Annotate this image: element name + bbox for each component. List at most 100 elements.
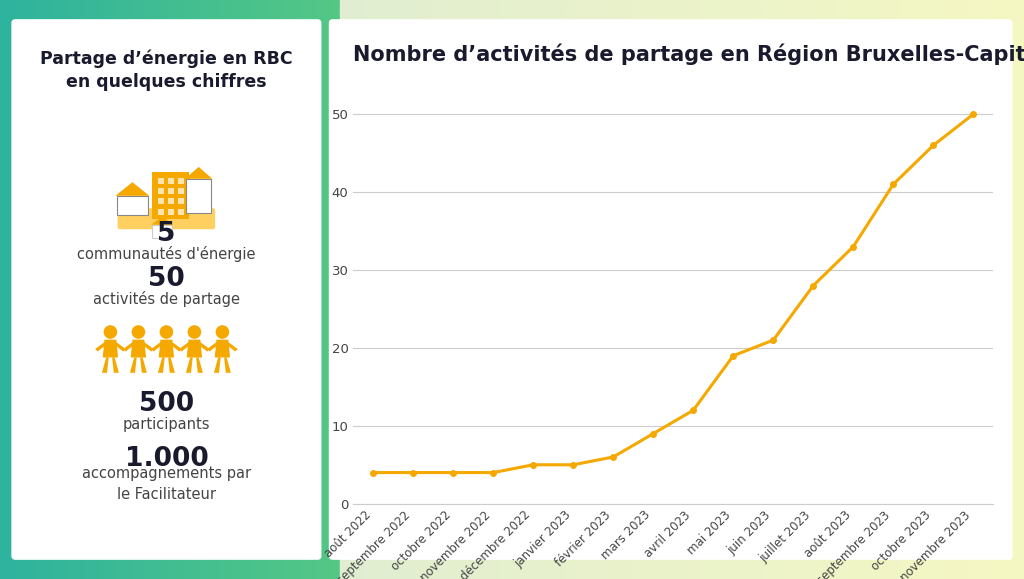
Bar bbox=[773, 0, 775, 579]
Bar bbox=[161, 0, 162, 579]
Bar bbox=[14, 0, 15, 579]
Bar bbox=[427, 0, 429, 579]
Bar bbox=[208, 0, 209, 579]
Polygon shape bbox=[178, 199, 184, 204]
Bar bbox=[745, 0, 749, 579]
Bar bbox=[862, 0, 864, 579]
Text: Partage d’énergie en RBC
en quelques chiffres: Partage d’énergie en RBC en quelques chi… bbox=[40, 49, 293, 91]
Polygon shape bbox=[123, 342, 134, 351]
Bar bbox=[316, 0, 317, 579]
Bar bbox=[152, 0, 153, 579]
Bar bbox=[33, 0, 34, 579]
Bar bbox=[520, 0, 522, 579]
Bar bbox=[174, 0, 176, 579]
Bar bbox=[764, 0, 766, 579]
Bar bbox=[1011, 0, 1013, 579]
Bar bbox=[254, 0, 255, 579]
Bar bbox=[604, 0, 607, 579]
Text: 50: 50 bbox=[148, 266, 184, 292]
Bar bbox=[78, 0, 79, 579]
Bar bbox=[431, 0, 433, 579]
Bar bbox=[30, 0, 31, 579]
Bar bbox=[871, 0, 873, 579]
Bar bbox=[280, 0, 281, 579]
Bar bbox=[310, 0, 311, 579]
Bar bbox=[823, 0, 825, 579]
Bar bbox=[255, 0, 256, 579]
Bar bbox=[203, 0, 204, 579]
Bar bbox=[940, 0, 942, 579]
Bar bbox=[160, 0, 161, 579]
Polygon shape bbox=[158, 199, 164, 204]
Bar bbox=[159, 0, 160, 579]
Bar bbox=[178, 0, 179, 579]
Bar bbox=[1020, 0, 1022, 579]
Bar bbox=[136, 0, 137, 579]
Bar bbox=[248, 0, 249, 579]
Bar bbox=[974, 0, 976, 579]
Bar bbox=[81, 0, 82, 579]
Bar bbox=[288, 0, 289, 579]
Bar bbox=[139, 0, 140, 579]
Bar bbox=[146, 0, 147, 579]
Polygon shape bbox=[102, 357, 109, 373]
Bar bbox=[249, 0, 251, 579]
Polygon shape bbox=[152, 342, 162, 351]
Bar bbox=[253, 0, 254, 579]
Bar bbox=[286, 0, 287, 579]
Bar bbox=[121, 0, 123, 579]
Bar bbox=[593, 0, 595, 579]
Bar bbox=[407, 0, 409, 579]
Bar bbox=[214, 0, 215, 579]
Bar bbox=[714, 0, 716, 579]
Bar bbox=[933, 0, 935, 579]
Bar bbox=[344, 0, 347, 579]
Bar bbox=[322, 0, 323, 579]
Bar bbox=[611, 0, 613, 579]
Bar bbox=[1004, 0, 1006, 579]
Bar bbox=[20, 0, 22, 579]
Bar bbox=[293, 0, 294, 579]
Bar bbox=[189, 0, 190, 579]
Bar bbox=[29, 0, 30, 579]
Bar bbox=[682, 0, 684, 579]
Bar bbox=[24, 0, 25, 579]
Bar bbox=[625, 0, 628, 579]
Bar bbox=[190, 0, 191, 579]
Bar bbox=[65, 0, 66, 579]
Bar bbox=[252, 0, 253, 579]
Bar bbox=[327, 0, 328, 579]
Bar bbox=[148, 0, 150, 579]
Bar bbox=[356, 0, 358, 579]
Polygon shape bbox=[214, 357, 221, 373]
Bar bbox=[931, 0, 933, 579]
Bar bbox=[429, 0, 431, 579]
Bar bbox=[495, 0, 498, 579]
Bar bbox=[762, 0, 764, 579]
Bar bbox=[734, 0, 736, 579]
Bar bbox=[88, 0, 89, 579]
Bar bbox=[632, 0, 634, 579]
Bar bbox=[241, 0, 242, 579]
Bar bbox=[379, 0, 381, 579]
Bar bbox=[68, 0, 70, 579]
Bar bbox=[54, 0, 55, 579]
Polygon shape bbox=[152, 225, 172, 239]
Bar bbox=[283, 0, 284, 579]
Bar bbox=[719, 0, 721, 579]
Bar bbox=[201, 0, 202, 579]
Bar bbox=[574, 0, 578, 579]
Bar bbox=[104, 0, 105, 579]
Bar bbox=[790, 0, 792, 579]
Bar bbox=[723, 0, 725, 579]
Polygon shape bbox=[158, 357, 165, 373]
Bar bbox=[170, 0, 171, 579]
Bar bbox=[184, 0, 186, 579]
Bar bbox=[470, 0, 472, 579]
Bar bbox=[84, 0, 85, 579]
Bar bbox=[176, 0, 177, 579]
Bar bbox=[106, 0, 108, 579]
Bar bbox=[377, 0, 379, 579]
Polygon shape bbox=[112, 357, 119, 373]
Bar bbox=[561, 0, 563, 579]
